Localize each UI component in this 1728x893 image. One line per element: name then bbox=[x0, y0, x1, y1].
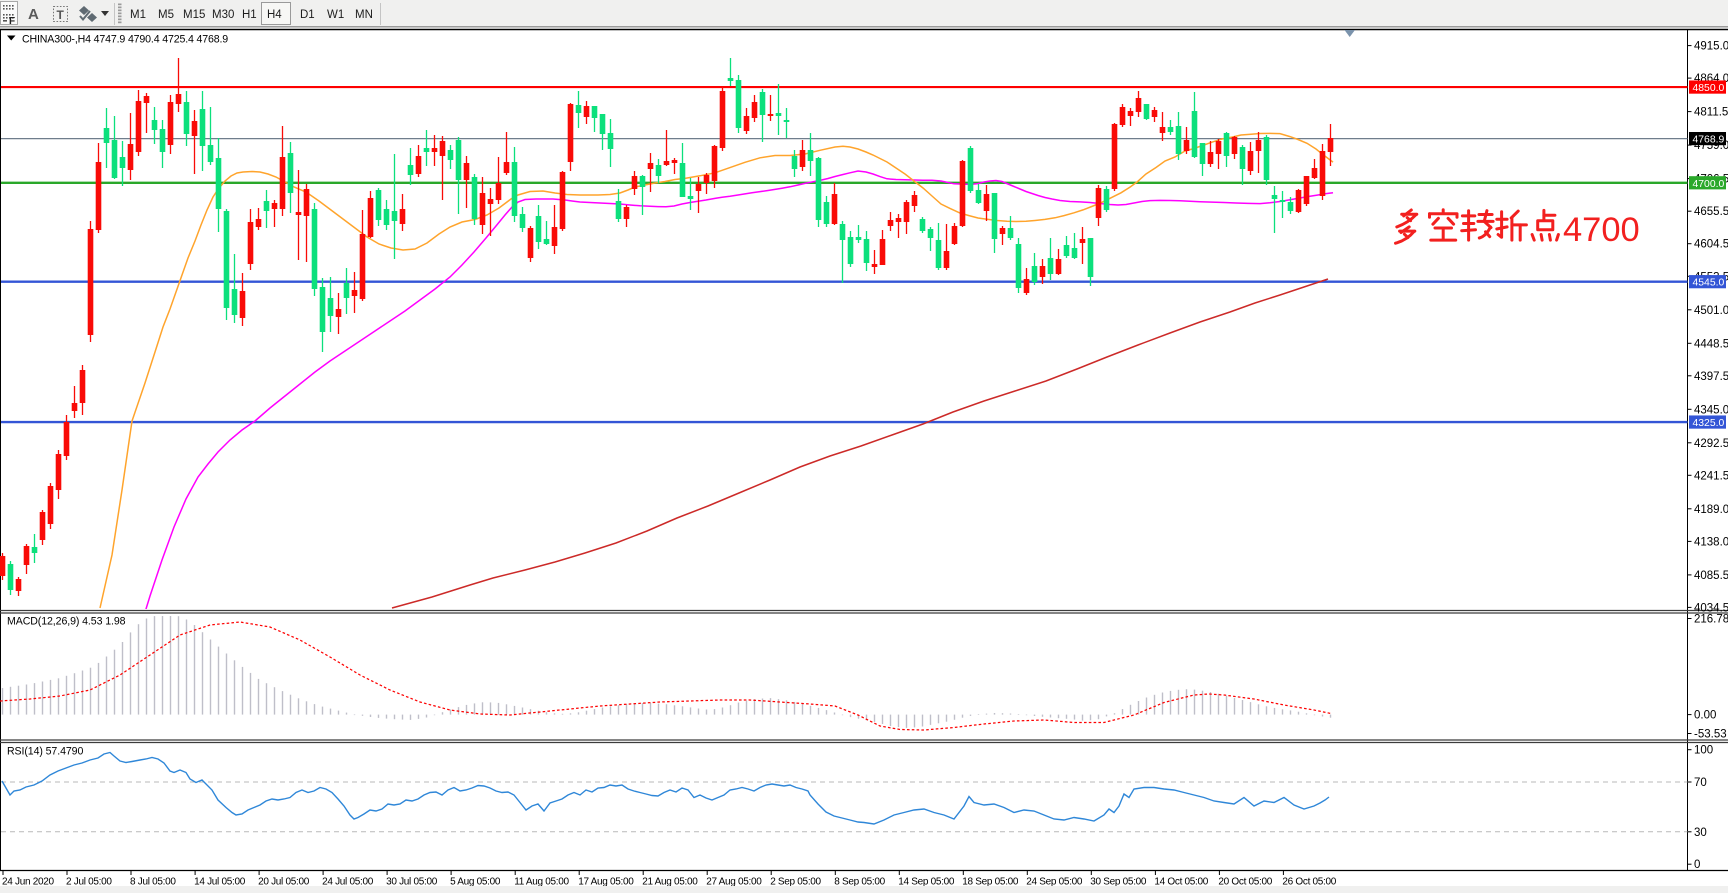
svg-text:4545.0: 4545.0 bbox=[1693, 278, 1725, 289]
svg-text:4325.0: 4325.0 bbox=[1693, 418, 1725, 429]
svg-text:5 Aug 05:00: 5 Aug 05:00 bbox=[450, 877, 501, 888]
svg-text:30 Jul 05:00: 30 Jul 05:00 bbox=[386, 877, 438, 888]
svg-text:M1: M1 bbox=[130, 9, 146, 21]
svg-text:70: 70 bbox=[1694, 777, 1707, 789]
svg-text:4292.5: 4292.5 bbox=[1694, 438, 1728, 450]
svg-text:20 Jul 05:00: 20 Jul 05:00 bbox=[258, 877, 310, 888]
svg-text:0: 0 bbox=[1694, 859, 1700, 871]
svg-text:MN: MN bbox=[355, 9, 373, 21]
svg-text:M30: M30 bbox=[212, 9, 234, 21]
svg-text:RSI(14) 57.4790: RSI(14) 57.4790 bbox=[7, 746, 83, 758]
svg-text:24 Sep 05:00: 24 Sep 05:00 bbox=[1026, 877, 1083, 888]
svg-text:H1: H1 bbox=[242, 9, 257, 21]
svg-text:T: T bbox=[57, 8, 65, 22]
svg-text:4448.5: 4448.5 bbox=[1694, 338, 1728, 350]
svg-text:11 Aug 05:00: 11 Aug 05:00 bbox=[514, 877, 569, 888]
svg-text:216.78: 216.78 bbox=[1694, 614, 1728, 626]
svg-text:4604.5: 4604.5 bbox=[1694, 239, 1728, 251]
svg-text:CHINA300-,H4 4747.9 4790.4 47: CHINA300-,H4 4747.9 4790.4 4725.4 4768.9 bbox=[22, 34, 228, 46]
svg-text:H4: H4 bbox=[267, 9, 282, 21]
svg-text:26 Oct 05:00: 26 Oct 05:00 bbox=[1282, 877, 1336, 888]
svg-text:4850.0: 4850.0 bbox=[1693, 83, 1725, 94]
svg-text:4241.5: 4241.5 bbox=[1694, 470, 1728, 482]
svg-text:4655.5: 4655.5 bbox=[1694, 206, 1728, 218]
svg-text:14 Oct 05:00: 14 Oct 05:00 bbox=[1154, 877, 1208, 888]
svg-text:M15: M15 bbox=[183, 9, 205, 21]
svg-text:4768.9: 4768.9 bbox=[1693, 135, 1725, 146]
svg-text:27 Aug 05:00: 27 Aug 05:00 bbox=[706, 877, 762, 888]
svg-text:20 Oct 05:00: 20 Oct 05:00 bbox=[1218, 877, 1272, 888]
svg-text:4034.5: 4034.5 bbox=[1694, 602, 1728, 614]
svg-text:30: 30 bbox=[1694, 827, 1707, 839]
svg-text:4397.5: 4397.5 bbox=[1694, 371, 1728, 383]
svg-text:4189.0: 4189.0 bbox=[1694, 504, 1728, 516]
svg-text:24 Jun 2020: 24 Jun 2020 bbox=[2, 877, 54, 888]
svg-text:M5: M5 bbox=[158, 9, 174, 21]
svg-text:8 Sep 05:00: 8 Sep 05:00 bbox=[834, 877, 885, 888]
svg-text:4811.5: 4811.5 bbox=[1694, 107, 1728, 119]
svg-text:0.00: 0.00 bbox=[1694, 710, 1716, 722]
svg-text:18 Sep 05:00: 18 Sep 05:00 bbox=[962, 877, 1019, 888]
svg-text:2 Jul 05:00: 2 Jul 05:00 bbox=[66, 877, 112, 888]
svg-text:A: A bbox=[28, 6, 39, 23]
svg-text:17 Aug 05:00: 17 Aug 05:00 bbox=[578, 877, 634, 888]
svg-text:-53.53: -53.53 bbox=[1694, 729, 1727, 741]
svg-text:F: F bbox=[9, 16, 15, 27]
svg-text:30 Sep 05:00: 30 Sep 05:00 bbox=[1090, 877, 1147, 888]
svg-text:W1: W1 bbox=[327, 9, 344, 21]
svg-text:24 Jul 05:00: 24 Jul 05:00 bbox=[322, 877, 374, 888]
svg-text:4345.0: 4345.0 bbox=[1694, 404, 1728, 416]
svg-text:4700: 4700 bbox=[1563, 211, 1640, 249]
svg-text:8 Jul 05:00: 8 Jul 05:00 bbox=[130, 877, 176, 888]
svg-text:4915.0: 4915.0 bbox=[1694, 41, 1728, 53]
svg-text:21 Aug 05:00: 21 Aug 05:00 bbox=[642, 877, 698, 888]
svg-text:D1: D1 bbox=[300, 9, 315, 21]
svg-text:4085.5: 4085.5 bbox=[1694, 570, 1728, 582]
svg-text:2 Sep 05:00: 2 Sep 05:00 bbox=[770, 877, 821, 888]
svg-text:100: 100 bbox=[1694, 745, 1713, 757]
svg-text:14 Sep 05:00: 14 Sep 05:00 bbox=[898, 877, 955, 888]
svg-text:4700.0: 4700.0 bbox=[1693, 179, 1725, 190]
svg-text:4138.0: 4138.0 bbox=[1694, 536, 1728, 548]
svg-text:MACD(12,26,9) 4.53 1.98: MACD(12,26,9) 4.53 1.98 bbox=[7, 616, 126, 628]
svg-text:4501.0: 4501.0 bbox=[1694, 305, 1728, 317]
svg-text:14 Jul 05:00: 14 Jul 05:00 bbox=[194, 877, 246, 888]
